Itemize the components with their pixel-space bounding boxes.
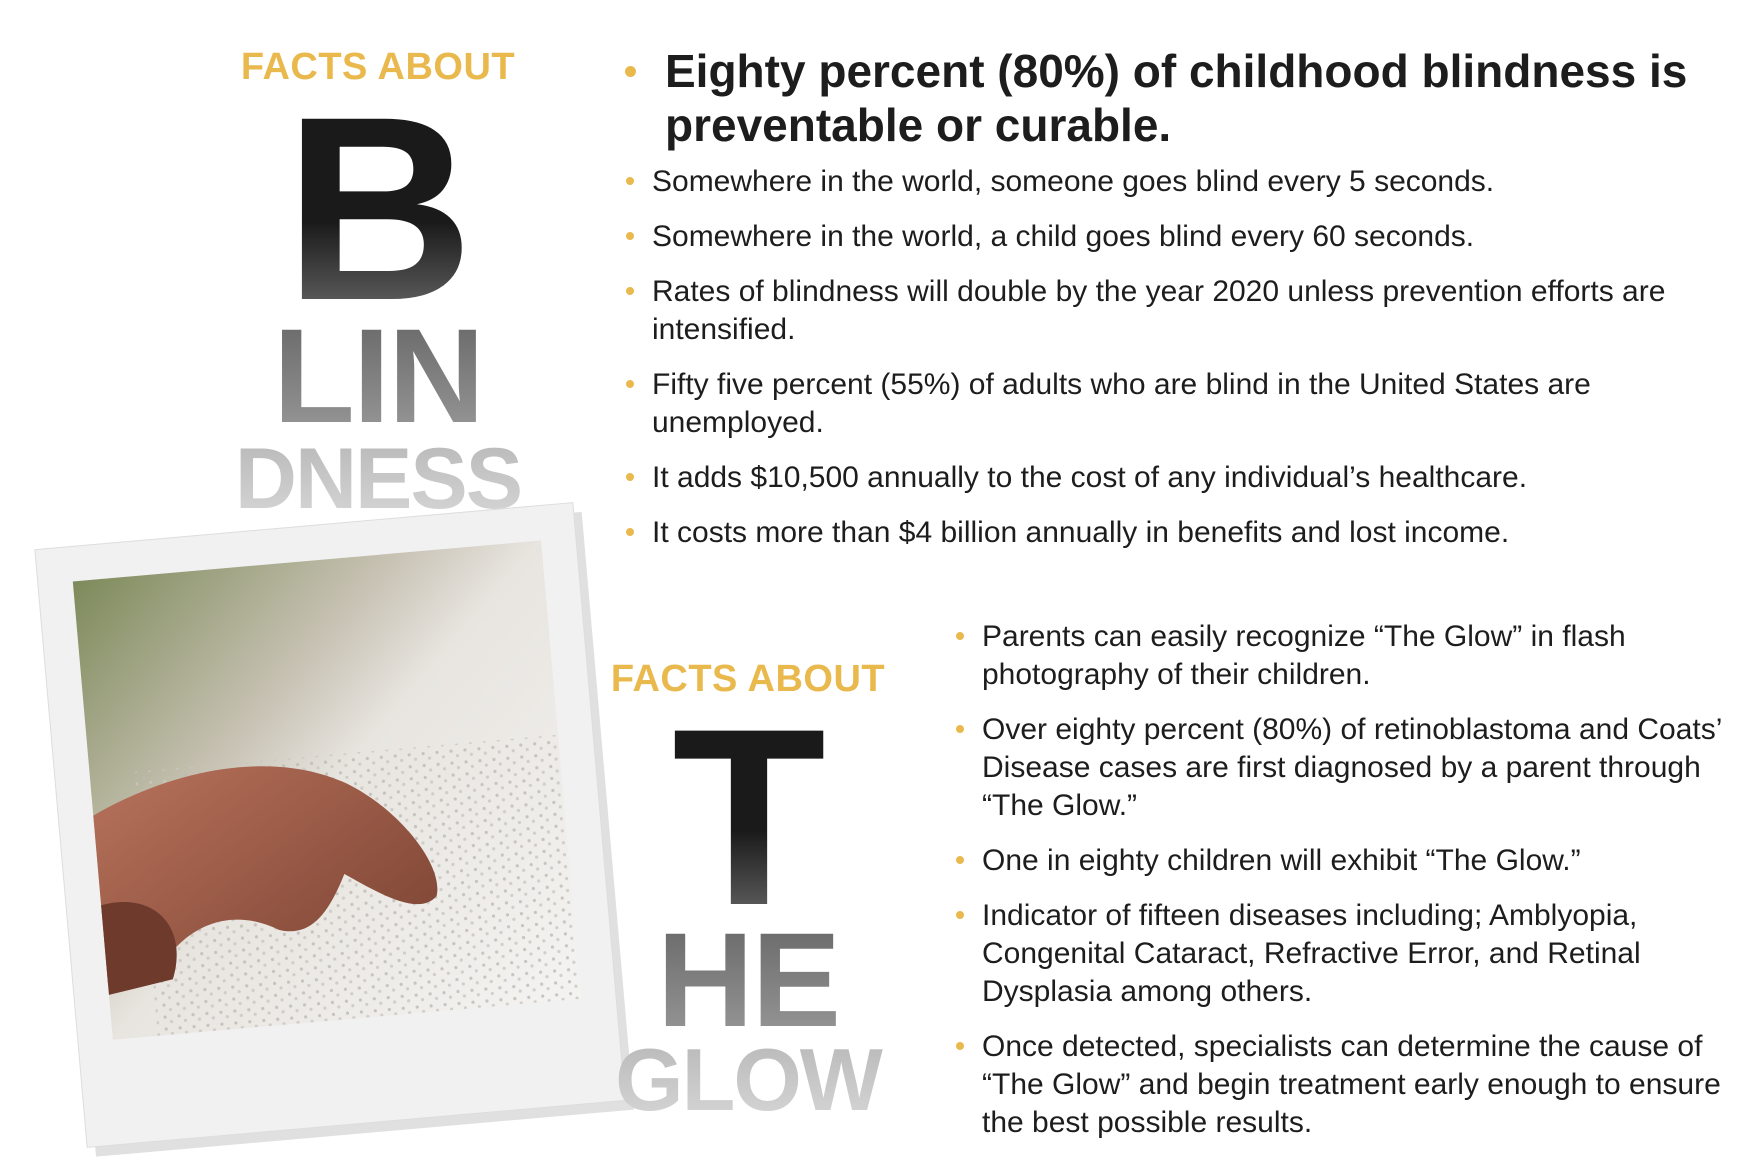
big-letter: B — [228, 78, 528, 340]
fact: It adds $10,500 annually to the cost of … — [626, 459, 1736, 497]
fact: Fifty five percent (55%) of adults who a… — [626, 366, 1736, 442]
fact-list: Somewhere in the world, someone goes bli… — [626, 163, 1736, 569]
fact: Parents can easily recognize “The Glow” … — [956, 618, 1756, 694]
fact-list: Parents can easily recognize “The Glow” … — [956, 618, 1756, 1159]
fact: One in eighty children will exhibit “The… — [956, 842, 1756, 880]
fact: Somewhere in the world, someone goes bli… — [626, 163, 1736, 201]
kicker: FACTS ABOUT — [240, 46, 516, 88]
fact: Over eighty percent (80%) of retinoblast… — [956, 711, 1756, 825]
kicker: FACTS ABOUT — [610, 658, 886, 700]
big-letters: GLOW — [598, 1036, 898, 1124]
headline: Eighty percent (80%) of childhood blindn… — [665, 45, 1688, 151]
photo — [34, 502, 634, 1157]
fact: Indicator of fifteen diseases including;… — [956, 897, 1756, 1011]
big-letters: LIN — [228, 310, 528, 444]
fact: Rates of blindness will double by the ye… — [626, 273, 1736, 349]
fact: It costs more than $4 billion annually i… — [626, 514, 1736, 552]
fact: Somewhere in the world, a child goes bli… — [626, 218, 1736, 256]
headline-item: Eighty percent (80%) of childhood blindn… — [625, 44, 1763, 152]
big-letters: HE — [598, 914, 898, 1048]
big-letters: DNESS — [228, 436, 528, 522]
fact: Once detected, specialists can determine… — [956, 1028, 1756, 1142]
big-letter: T — [598, 692, 898, 944]
